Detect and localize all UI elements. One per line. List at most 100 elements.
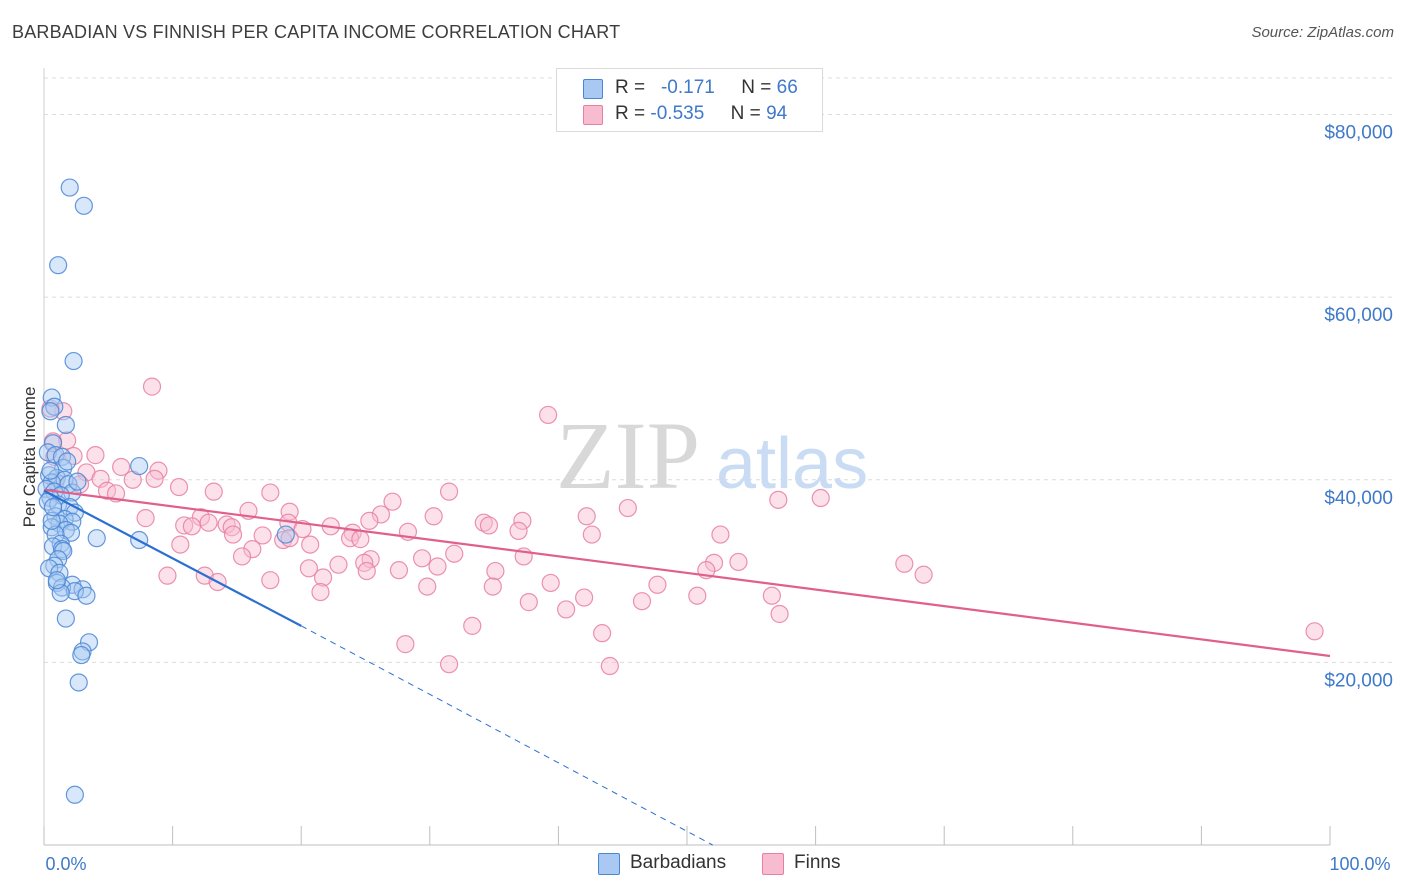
finn-point[interactable]: [486, 561, 505, 581]
finn-point[interactable]: [770, 604, 789, 624]
barbadian-point[interactable]: [42, 511, 61, 530]
finn-point[interactable]: [577, 507, 596, 526]
finn-point[interactable]: [199, 513, 218, 532]
finn-point[interactable]: [169, 477, 189, 497]
barbadian-point[interactable]: [56, 609, 75, 628]
finn-point[interactable]: [762, 586, 781, 605]
finn-point[interactable]: [204, 482, 223, 501]
legend-n-label: N =: [730, 103, 761, 124]
finn-point[interactable]: [704, 553, 724, 572]
finn-point[interactable]: [222, 518, 241, 537]
finn-point[interactable]: [412, 549, 432, 568]
barbadian-point[interactable]: [43, 434, 63, 453]
finn-point[interactable]: [145, 469, 164, 488]
finn-point[interactable]: [142, 377, 162, 396]
finn-point[interactable]: [729, 552, 748, 572]
finn-point[interactable]: [329, 555, 348, 574]
finn-point[interactable]: [541, 573, 560, 593]
finn-point[interactable]: [474, 513, 493, 532]
finn-point[interactable]: [575, 588, 594, 607]
barbadian-point[interactable]: [130, 456, 149, 476]
watermark-zip: ZIP: [556, 402, 700, 509]
barbadian-point[interactable]: [56, 520, 75, 540]
finn-point[interactable]: [519, 593, 538, 612]
barbadian-point[interactable]: [60, 178, 79, 197]
finn-point[interactable]: [688, 586, 707, 605]
finn-point[interactable]: [396, 635, 415, 654]
finn-point[interactable]: [243, 540, 262, 559]
finn-point[interactable]: [217, 515, 236, 534]
axes: [43, 68, 1331, 846]
barbadian-point[interactable]: [65, 582, 84, 601]
barbadian-point[interactable]: [77, 586, 96, 605]
finn-point[interactable]: [371, 505, 391, 524]
finn-point[interactable]: [171, 535, 190, 554]
finn-point[interactable]: [711, 525, 730, 544]
finn-point[interactable]: [86, 446, 105, 465]
barbadian-point[interactable]: [56, 415, 75, 435]
finn-point[interactable]: [182, 517, 201, 536]
barbadian-point[interactable]: [65, 785, 84, 804]
finn-point[interactable]: [1305, 622, 1324, 641]
finn-point[interactable]: [582, 525, 601, 544]
finn-point[interactable]: [357, 561, 376, 581]
legend-r-value: -0.535: [650, 103, 705, 124]
finn-point[interactable]: [158, 566, 177, 585]
finn-point[interactable]: [439, 482, 459, 501]
finn-point[interactable]: [618, 498, 637, 518]
barbadian-point[interactable]: [87, 529, 106, 548]
finn-point[interactable]: [253, 526, 272, 545]
finn-point[interactable]: [483, 577, 502, 596]
finn-point[interactable]: [360, 511, 379, 530]
barbadian-point[interactable]: [43, 498, 63, 517]
finn-point[interactable]: [539, 405, 558, 425]
finn-point[interactable]: [557, 600, 576, 619]
finn-point[interactable]: [424, 507, 443, 526]
correlation-legend: R = -0.171 N = 66 R = -0.535 N = 94: [556, 68, 823, 132]
finn-point[interactable]: [593, 624, 612, 643]
finn-point[interactable]: [445, 544, 464, 563]
finn-point[interactable]: [463, 616, 482, 635]
barbadian-point[interactable]: [68, 472, 87, 491]
barbadians-trend-line: [43, 489, 302, 627]
finn-point[interactable]: [600, 656, 619, 676]
finn-point[interactable]: [389, 561, 409, 580]
finn-point[interactable]: [301, 535, 320, 554]
finn-point[interactable]: [383, 492, 402, 511]
finn-point[interactable]: [351, 530, 370, 549]
barbadian-point[interactable]: [41, 461, 60, 480]
finn-point[interactable]: [112, 457, 131, 477]
finn-point[interactable]: [261, 483, 280, 502]
finn-point[interactable]: [479, 516, 499, 535]
finn-point[interactable]: [299, 559, 319, 578]
barbadian-point[interactable]: [72, 645, 91, 665]
finns-trend-line: [43, 488, 1331, 658]
barbadian-point[interactable]: [276, 525, 295, 544]
finn-point[interactable]: [513, 511, 532, 530]
finn-point[interactable]: [632, 592, 652, 611]
barbadian-point[interactable]: [58, 452, 77, 471]
finn-point[interactable]: [418, 577, 437, 596]
finn-point[interactable]: [232, 547, 252, 566]
barbadian-point[interactable]: [74, 196, 93, 215]
finn-point[interactable]: [58, 431, 77, 450]
barbadian-point[interactable]: [64, 351, 83, 371]
finn-point[interactable]: [136, 509, 155, 528]
finn-point[interactable]: [769, 490, 788, 509]
finn-point[interactable]: [223, 525, 243, 544]
finn-point[interactable]: [313, 568, 333, 587]
barbadian-point[interactable]: [41, 402, 60, 421]
finn-point[interactable]: [428, 557, 447, 576]
finn-point[interactable]: [175, 516, 194, 535]
barbadian-point[interactable]: [47, 571, 66, 590]
finn-point[interactable]: [914, 565, 933, 584]
finn-point[interactable]: [811, 488, 830, 508]
finn-point[interactable]: [648, 575, 667, 594]
finn-point[interactable]: [895, 554, 914, 573]
barbadian-point[interactable]: [69, 673, 88, 692]
barbadian-point[interactable]: [49, 256, 68, 275]
finn-point[interactable]: [439, 655, 459, 674]
finn-point[interactable]: [311, 582, 330, 602]
finn-point[interactable]: [509, 521, 528, 540]
finn-point[interactable]: [261, 571, 280, 590]
